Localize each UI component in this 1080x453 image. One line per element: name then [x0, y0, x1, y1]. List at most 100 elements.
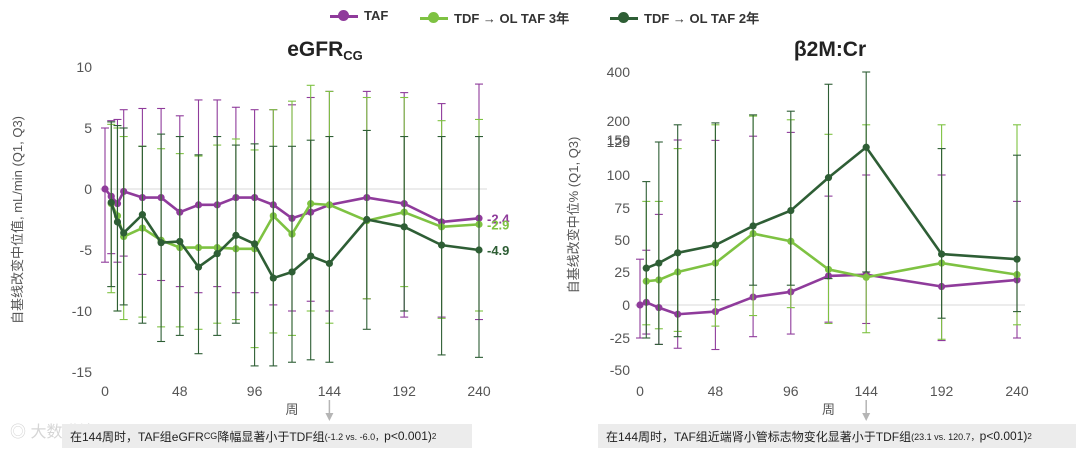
end-value-label: -2.4	[487, 211, 510, 226]
data-point	[176, 208, 184, 216]
note-egfr-rest: 降幅显著小于TDF组	[217, 429, 325, 444]
data-point	[232, 193, 240, 202]
y-tick-label: 400	[607, 64, 631, 80]
y-tick-label: 200	[607, 113, 631, 129]
data-point	[363, 193, 371, 202]
data-point	[101, 185, 109, 193]
note-egfr-sub: CG	[203, 431, 218, 441]
data-point	[636, 301, 644, 309]
note-b2m-small: (23.1 vs. 120.7，	[911, 431, 980, 442]
data-point	[157, 239, 165, 247]
y-tick-label: 150	[607, 132, 631, 148]
data-point	[475, 214, 483, 222]
data-point	[325, 201, 333, 209]
y-tick-label: 75	[614, 200, 630, 216]
x-tick-label: 96	[247, 383, 263, 399]
series-line	[109, 202, 480, 280]
data-point	[157, 236, 165, 244]
end-value-label: -2.9	[487, 217, 509, 232]
data-point	[113, 218, 122, 226]
x-axis-label: 周	[822, 402, 835, 417]
data-point	[862, 271, 870, 279]
series-line	[646, 232, 1018, 283]
week-arrow-icon	[862, 413, 871, 421]
data-point	[194, 263, 203, 271]
data-point	[938, 259, 946, 267]
y-tick-label: 0	[84, 181, 92, 197]
data-point	[674, 249, 682, 257]
y-tick-label: 0	[622, 297, 630, 313]
data-point	[213, 243, 221, 252]
legend: TAF TDF → OL TAF 3年 TDF → OL TAF 2年	[330, 8, 800, 28]
data-point	[749, 230, 757, 238]
data-point	[138, 193, 146, 202]
data-point	[824, 272, 833, 280]
data-point	[711, 241, 720, 249]
data-point	[475, 246, 483, 254]
data-point	[363, 215, 371, 224]
y-tick-label: 25	[614, 264, 630, 280]
data-point	[232, 245, 240, 253]
legend-label-taf: TAF	[364, 8, 389, 23]
y-tick-label: 5	[84, 120, 92, 136]
data-point	[642, 298, 650, 306]
week-arrow-icon	[325, 413, 334, 421]
data-point	[288, 214, 296, 222]
series-line	[104, 188, 480, 224]
y-tick-label: -5	[80, 242, 93, 258]
x-axis-label: 周	[285, 402, 298, 417]
data-point	[787, 237, 795, 245]
data-point	[120, 187, 128, 196]
legend-swatch-taf	[330, 9, 358, 22]
data-point	[438, 218, 446, 226]
data-point	[1013, 276, 1021, 284]
data-point	[325, 201, 333, 209]
note-egfr-small: (-1.2 vs. -6.0，	[324, 431, 385, 442]
data-point	[475, 220, 483, 228]
legend-item-taf[interactable]: TAF	[330, 8, 388, 23]
data-point	[288, 230, 296, 238]
x-tick-label: 48	[172, 383, 188, 399]
data-point	[711, 308, 720, 316]
x-tick-label: 240	[1005, 383, 1029, 399]
data-point	[711, 259, 720, 267]
legend-label-tdf3: TDF → OL TAF 3年	[454, 11, 570, 26]
legend-swatch-tdf2	[610, 11, 638, 24]
legend-item-tdf2[interactable]: TDF → OL TAF 2年	[610, 8, 759, 27]
x-tick-label: 48	[708, 383, 724, 399]
data-point	[938, 250, 946, 258]
data-point	[307, 200, 315, 208]
data-point	[107, 198, 115, 207]
data-point	[749, 293, 757, 301]
x-tick-label: 144	[318, 383, 342, 399]
y-tick-label: -25	[610, 330, 630, 346]
data-point	[862, 273, 870, 281]
data-point	[1013, 271, 1021, 279]
x-tick-label: 192	[393, 383, 417, 399]
data-point	[120, 232, 128, 241]
x-tick-label: 144	[855, 383, 879, 399]
data-point	[787, 288, 795, 296]
note-egfr-sup: 2	[431, 431, 437, 441]
data-point	[113, 200, 122, 208]
legend-item-tdf3[interactable]: TDF → OL TAF 3年	[420, 8, 569, 27]
data-point	[400, 200, 408, 208]
data-point	[251, 193, 259, 202]
data-point	[194, 243, 203, 252]
data-point	[438, 223, 446, 231]
data-point	[674, 310, 682, 318]
data-point	[400, 208, 408, 216]
data-point	[642, 277, 650, 285]
data-point	[269, 201, 277, 209]
y-tick-label: 125	[607, 134, 631, 150]
legend-swatch-tdf3	[420, 11, 448, 24]
data-point	[655, 276, 663, 284]
data-point	[642, 264, 650, 272]
series-tdf2: -4.9	[107, 121, 509, 367]
y-tick-label: -10	[72, 303, 92, 319]
data-point	[176, 243, 184, 252]
note-b2m-p: p<0.001)	[979, 429, 1028, 443]
series-line	[639, 273, 1018, 316]
x-tick-label: 0	[636, 383, 644, 399]
note-egfr: 在144周时，TAF组eGFR CG 降幅显著小于TDF组 (-1.2 vs. -6.…	[62, 424, 472, 448]
